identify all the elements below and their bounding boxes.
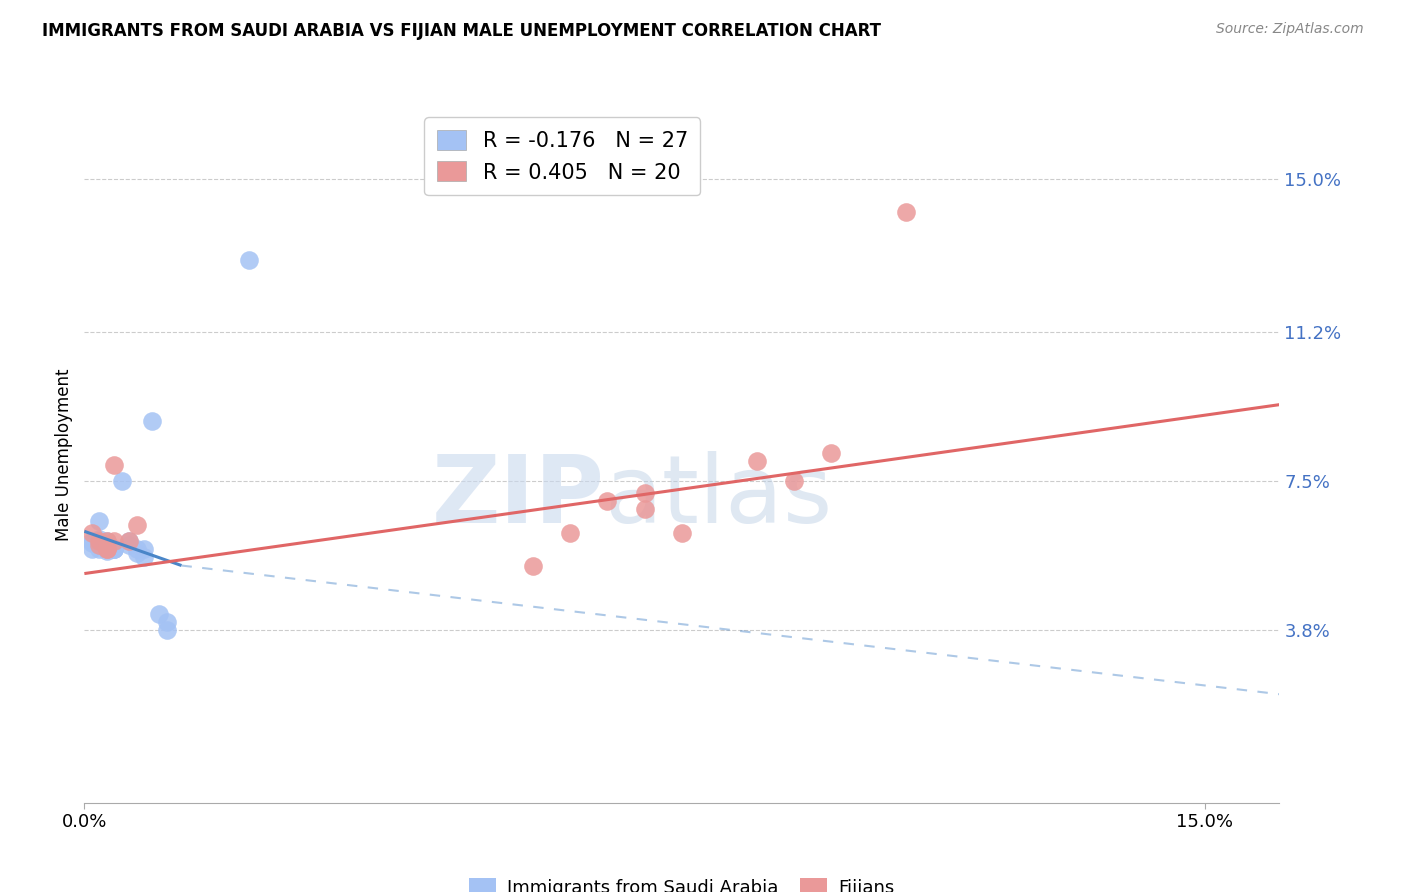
Point <box>125 542 148 557</box>
Point <box>148 607 170 621</box>
Point <box>894 204 917 219</box>
Point <box>633 502 655 516</box>
Point <box>103 542 125 557</box>
Point <box>141 414 163 428</box>
Text: Source: ZipAtlas.com: Source: ZipAtlas.com <box>1216 22 1364 37</box>
Point <box>89 534 111 549</box>
Point <box>596 494 619 508</box>
Point <box>118 534 141 549</box>
Point <box>132 550 156 565</box>
Point <box>96 534 118 549</box>
Point <box>118 538 141 552</box>
Point <box>96 538 118 552</box>
Point <box>89 538 111 552</box>
Point <box>80 536 103 550</box>
Point <box>745 454 768 468</box>
Point <box>96 544 118 558</box>
Legend: Immigrants from Saudi Arabia, Fijians: Immigrants from Saudi Arabia, Fijians <box>463 871 901 892</box>
Point <box>558 526 581 541</box>
Point <box>155 623 177 637</box>
Point <box>118 534 141 549</box>
Point <box>80 526 103 541</box>
Point <box>125 546 148 560</box>
Point <box>132 542 156 557</box>
Point <box>80 534 103 549</box>
Point <box>783 474 806 488</box>
Point <box>96 534 118 549</box>
Point <box>96 542 118 557</box>
Point <box>96 542 118 557</box>
Point <box>103 458 125 472</box>
Point <box>89 514 111 528</box>
Point <box>125 518 148 533</box>
Point <box>103 542 125 557</box>
Point <box>155 615 177 629</box>
Text: IMMIGRANTS FROM SAUDI ARABIA VS FIJIAN MALE UNEMPLOYMENT CORRELATION CHART: IMMIGRANTS FROM SAUDI ARABIA VS FIJIAN M… <box>42 22 882 40</box>
Point <box>820 446 842 460</box>
Point <box>89 534 111 549</box>
Point <box>89 533 111 547</box>
Y-axis label: Male Unemployment: Male Unemployment <box>55 368 73 541</box>
Point <box>80 542 103 557</box>
Point <box>238 252 260 267</box>
Point <box>671 526 693 541</box>
Point <box>96 542 118 557</box>
Text: ZIP: ZIP <box>432 450 605 542</box>
Point <box>522 558 544 573</box>
Point <box>89 538 111 552</box>
Text: atlas: atlas <box>605 450 832 542</box>
Point <box>111 474 134 488</box>
Point <box>103 534 125 549</box>
Point <box>103 542 125 557</box>
Point <box>89 542 111 557</box>
Point <box>633 486 655 500</box>
